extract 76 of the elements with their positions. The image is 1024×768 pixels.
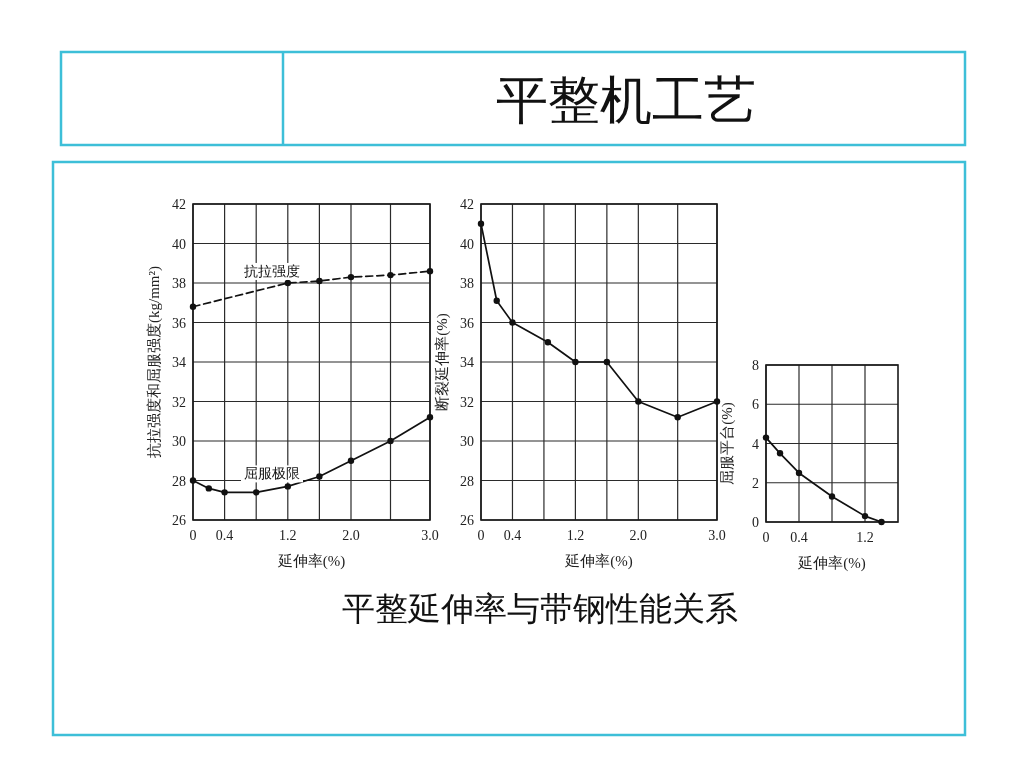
y-tick-label: 0: [752, 515, 759, 530]
y-tick-label: 26: [172, 513, 186, 528]
y-tick-label: 28: [172, 473, 186, 489]
y-tick-label: 40: [460, 236, 474, 252]
y-axis-title: 断裂延伸率(%): [434, 313, 451, 411]
point: [284, 483, 291, 490]
point: [284, 279, 291, 287]
point: [674, 414, 681, 421]
x-axis-title: 延伸率(%): [564, 553, 633, 570]
point: [426, 267, 434, 275]
point: [603, 358, 611, 366]
point: [493, 297, 500, 304]
y-tick-label: 38: [460, 276, 474, 291]
x-tick-label: 3.0: [421, 528, 439, 543]
point: [713, 398, 721, 405]
y-tick-label: 4: [752, 436, 759, 452]
point: [205, 485, 212, 492]
text: 平整延伸率与带钢性能关系: [342, 591, 738, 627]
y-tick-label: 34: [460, 355, 474, 370]
x-tick-label: 0: [477, 528, 485, 543]
y-tick-label: 36: [172, 315, 186, 331]
y-tick-label: 6: [752, 397, 759, 413]
x-tick-label: 0: [762, 530, 770, 545]
point: [635, 398, 642, 405]
y-tick-label: 32: [172, 394, 186, 410]
point: [426, 414, 434, 421]
point: [878, 518, 885, 526]
y-tick-label: 38: [172, 276, 186, 291]
point: [572, 358, 579, 366]
x-tick-label: 1.2: [856, 530, 874, 545]
y-tick-label: 30: [172, 434, 186, 449]
point: [316, 277, 323, 285]
x-tick-label: 0.4: [215, 528, 234, 543]
x-tick-label: 1.2: [279, 528, 297, 543]
point: [509, 319, 516, 326]
x-tick-label: 2.0: [629, 528, 648, 543]
point: [795, 469, 803, 477]
y-tick-label: 42: [460, 197, 474, 212]
point: [544, 339, 552, 346]
point: [762, 434, 770, 441]
y-axis-title: 抗拉强度和屈服强度(kg/mm²): [146, 266, 163, 458]
point: [253, 489, 260, 496]
point: [221, 489, 228, 496]
point: [861, 512, 869, 520]
y-tick-label: 34: [172, 355, 186, 370]
series-label: 抗拉强度: [244, 263, 300, 279]
point: [347, 273, 355, 281]
x-axis-title: 延伸率(%): [276, 553, 346, 570]
x-tick-label: 0.4: [503, 528, 522, 543]
point: [316, 473, 323, 480]
x-tick-label: 2.0: [342, 528, 360, 543]
y-tick-label: 26: [460, 513, 474, 528]
y-tick-label: 40: [172, 236, 186, 252]
x-tick-label: 0: [189, 528, 197, 543]
y-tick-label: 30: [460, 434, 474, 449]
point: [387, 271, 394, 279]
x-tick-label: 1.2: [566, 528, 585, 543]
y-axis-title: 屈服平台(%): [719, 402, 736, 485]
series-label: 屈服极限: [244, 466, 300, 482]
chart-title: 平整机工艺: [496, 72, 756, 129]
y-tick-label: 2: [752, 475, 759, 491]
point: [347, 457, 355, 464]
x-tick-label: 0.4: [790, 530, 808, 545]
point: [828, 493, 836, 500]
x-tick-label: 3.0: [708, 528, 726, 543]
point: [189, 303, 197, 310]
point: [477, 220, 485, 227]
y-tick-label: 36: [460, 315, 474, 331]
point: [189, 477, 197, 484]
y-tick-label: 28: [460, 473, 474, 489]
y-tick-label: 32: [460, 394, 474, 410]
point: [387, 437, 394, 445]
x-axis-title: 延伸率(%): [797, 555, 866, 572]
y-tick-label: 8: [752, 358, 759, 373]
y-tick-label: 42: [172, 197, 186, 212]
point: [776, 450, 784, 457]
